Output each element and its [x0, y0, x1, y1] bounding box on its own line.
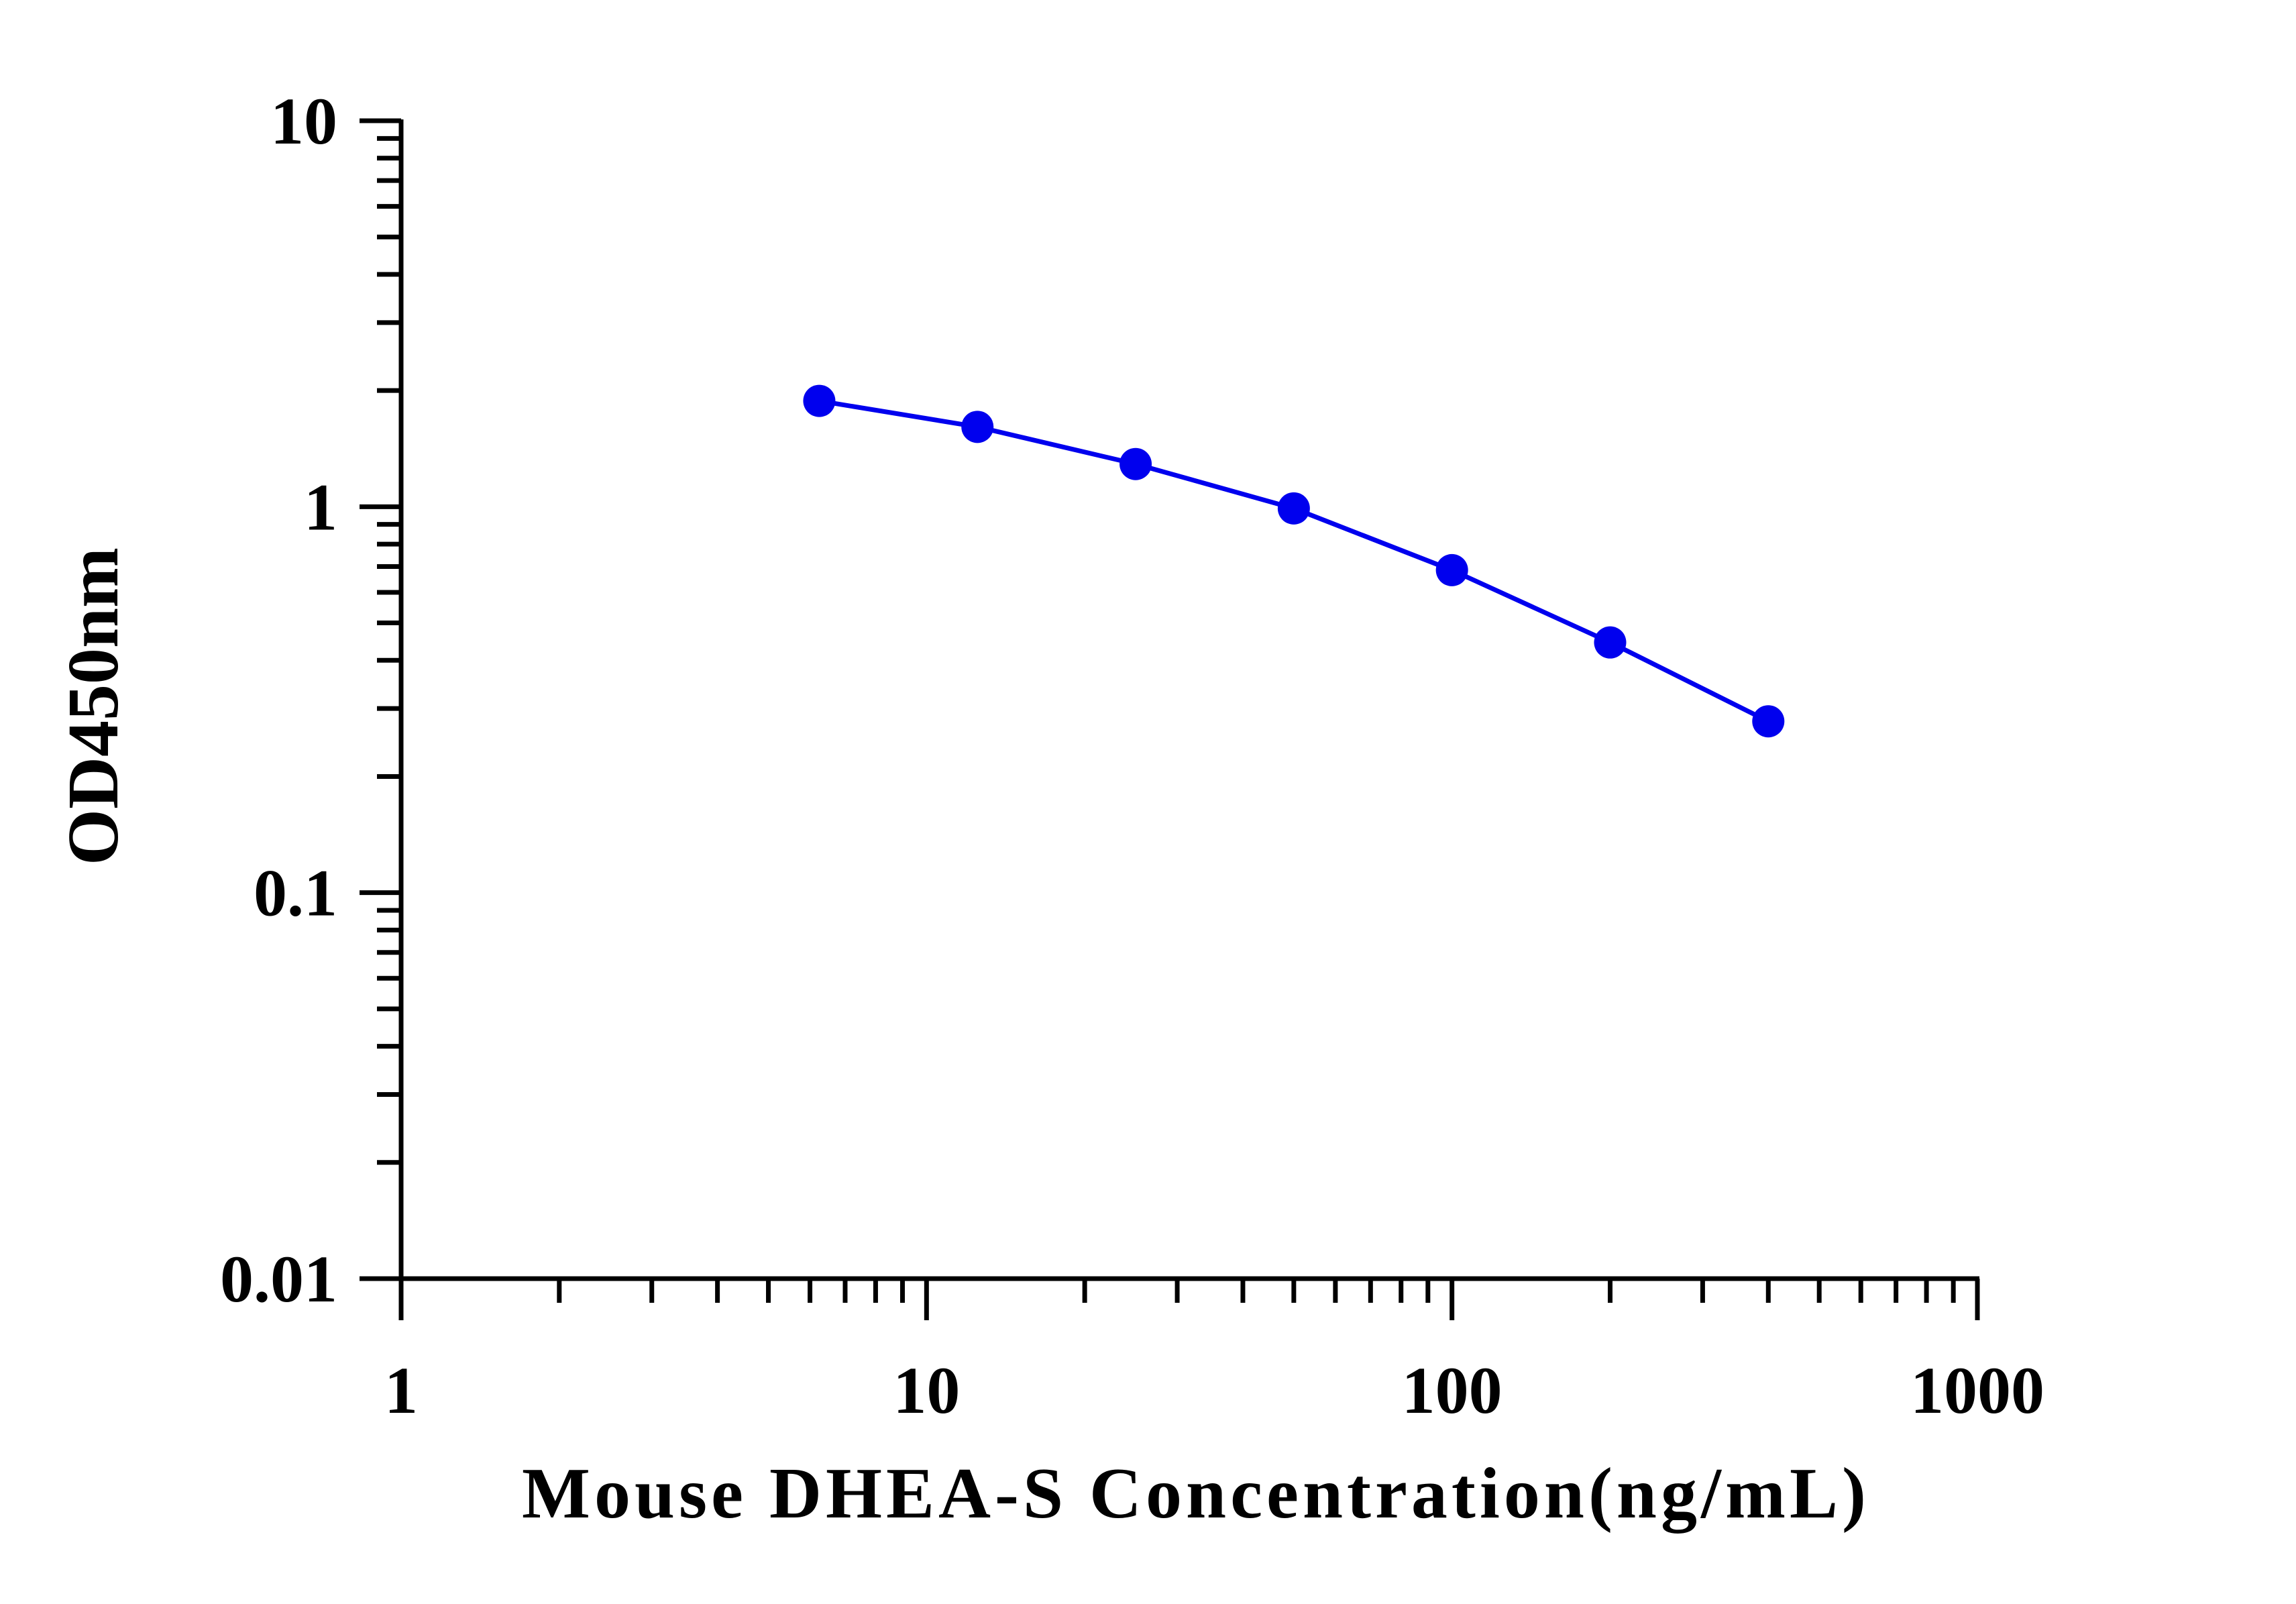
data-point	[803, 384, 836, 417]
x-axis-title: Mouse DHEA-S Concentration(ng/mL)	[522, 1454, 1870, 1534]
y-tick-label: 0.01	[220, 1242, 337, 1316]
y-axis-title: OD450nm	[54, 547, 133, 865]
y-tick-label: 1	[304, 470, 337, 544]
x-axis-tick-labels: 1 10 100 1000	[384, 1353, 2044, 1428]
series-layer	[803, 384, 1785, 738]
y-tick-label: 0.1	[254, 856, 337, 930]
data-point	[1119, 447, 1152, 480]
data-point	[1594, 626, 1627, 659]
axes	[398, 119, 1979, 1281]
data-point	[1752, 705, 1785, 738]
y-axis-ticks	[360, 118, 401, 1281]
x-tick-label: 100	[1402, 1353, 1502, 1428]
x-axis-ticks	[398, 1279, 1980, 1320]
x-tick-label: 1000	[1910, 1353, 2044, 1428]
y-tick-label: 10	[270, 84, 337, 158]
x-tick-label: 1	[384, 1353, 418, 1428]
data-point	[1277, 492, 1310, 525]
data-point	[961, 411, 994, 443]
series-line	[818, 398, 1769, 724]
data-point	[1435, 553, 1468, 586]
y-axis-tick-labels: 0.01 0.1 1 10	[220, 84, 337, 1316]
x-tick-label: 10	[893, 1353, 960, 1428]
